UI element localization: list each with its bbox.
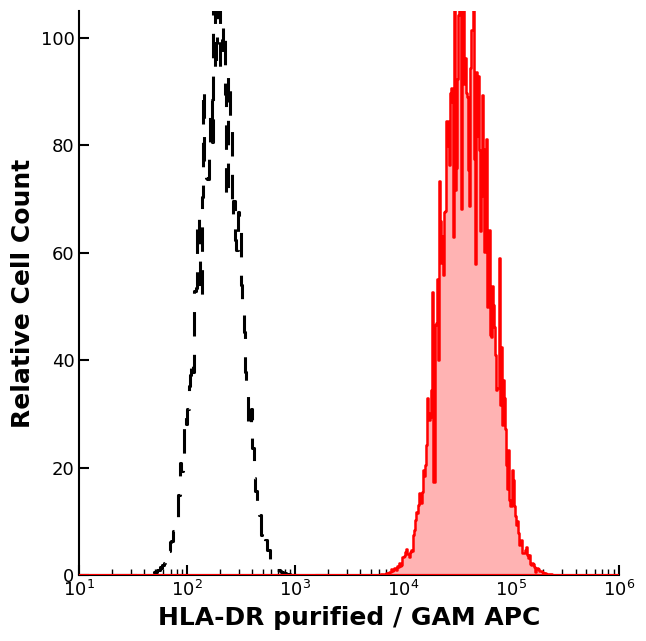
Y-axis label: Relative Cell Count: Relative Cell Count (11, 158, 35, 428)
X-axis label: HLA-DR purified / GAM APC: HLA-DR purified / GAM APC (158, 606, 540, 630)
